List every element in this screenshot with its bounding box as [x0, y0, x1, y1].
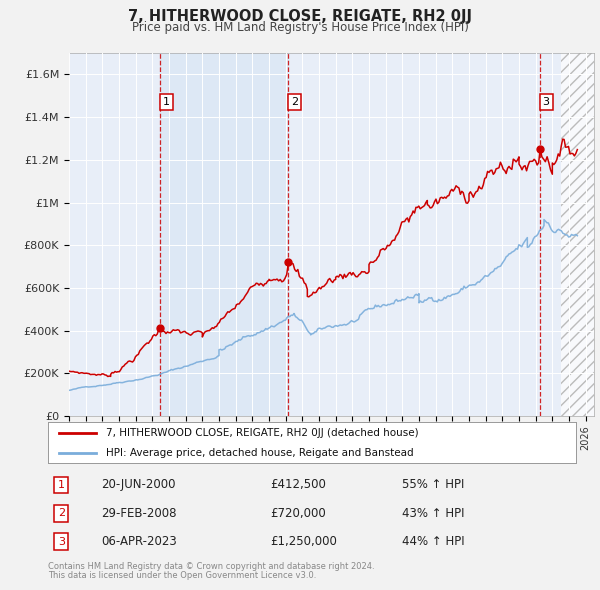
- Text: 43% ↑ HPI: 43% ↑ HPI: [402, 507, 464, 520]
- Text: This data is licensed under the Open Government Licence v3.0.: This data is licensed under the Open Gov…: [48, 571, 316, 580]
- Text: HPI: Average price, detached house, Reigate and Banstead: HPI: Average price, detached house, Reig…: [106, 448, 414, 458]
- Text: 55% ↑ HPI: 55% ↑ HPI: [402, 478, 464, 491]
- Text: Price paid vs. HM Land Registry's House Price Index (HPI): Price paid vs. HM Land Registry's House …: [131, 21, 469, 34]
- Text: Contains HM Land Registry data © Crown copyright and database right 2024.: Contains HM Land Registry data © Crown c…: [48, 562, 374, 571]
- Text: £720,000: £720,000: [270, 507, 326, 520]
- Text: 1: 1: [163, 97, 170, 107]
- Text: £412,500: £412,500: [270, 478, 326, 491]
- Text: 20-JUN-2000: 20-JUN-2000: [101, 478, 175, 491]
- Text: 3: 3: [542, 97, 550, 107]
- Text: 06-APR-2023: 06-APR-2023: [101, 535, 176, 548]
- Text: 2: 2: [58, 509, 65, 518]
- Text: £1,250,000: £1,250,000: [270, 535, 337, 548]
- Text: 3: 3: [58, 537, 65, 546]
- Bar: [160, 53, 289, 416]
- Text: 29-FEB-2008: 29-FEB-2008: [101, 507, 176, 520]
- Bar: [560, 53, 594, 416]
- Text: 2: 2: [291, 97, 298, 107]
- Text: 1: 1: [58, 480, 65, 490]
- Text: 7, HITHERWOOD CLOSE, REIGATE, RH2 0JJ (detached house): 7, HITHERWOOD CLOSE, REIGATE, RH2 0JJ (d…: [106, 428, 419, 438]
- Text: 7, HITHERWOOD CLOSE, REIGATE, RH2 0JJ: 7, HITHERWOOD CLOSE, REIGATE, RH2 0JJ: [128, 9, 472, 24]
- Bar: [560, 53, 594, 416]
- Text: 44% ↑ HPI: 44% ↑ HPI: [402, 535, 464, 548]
